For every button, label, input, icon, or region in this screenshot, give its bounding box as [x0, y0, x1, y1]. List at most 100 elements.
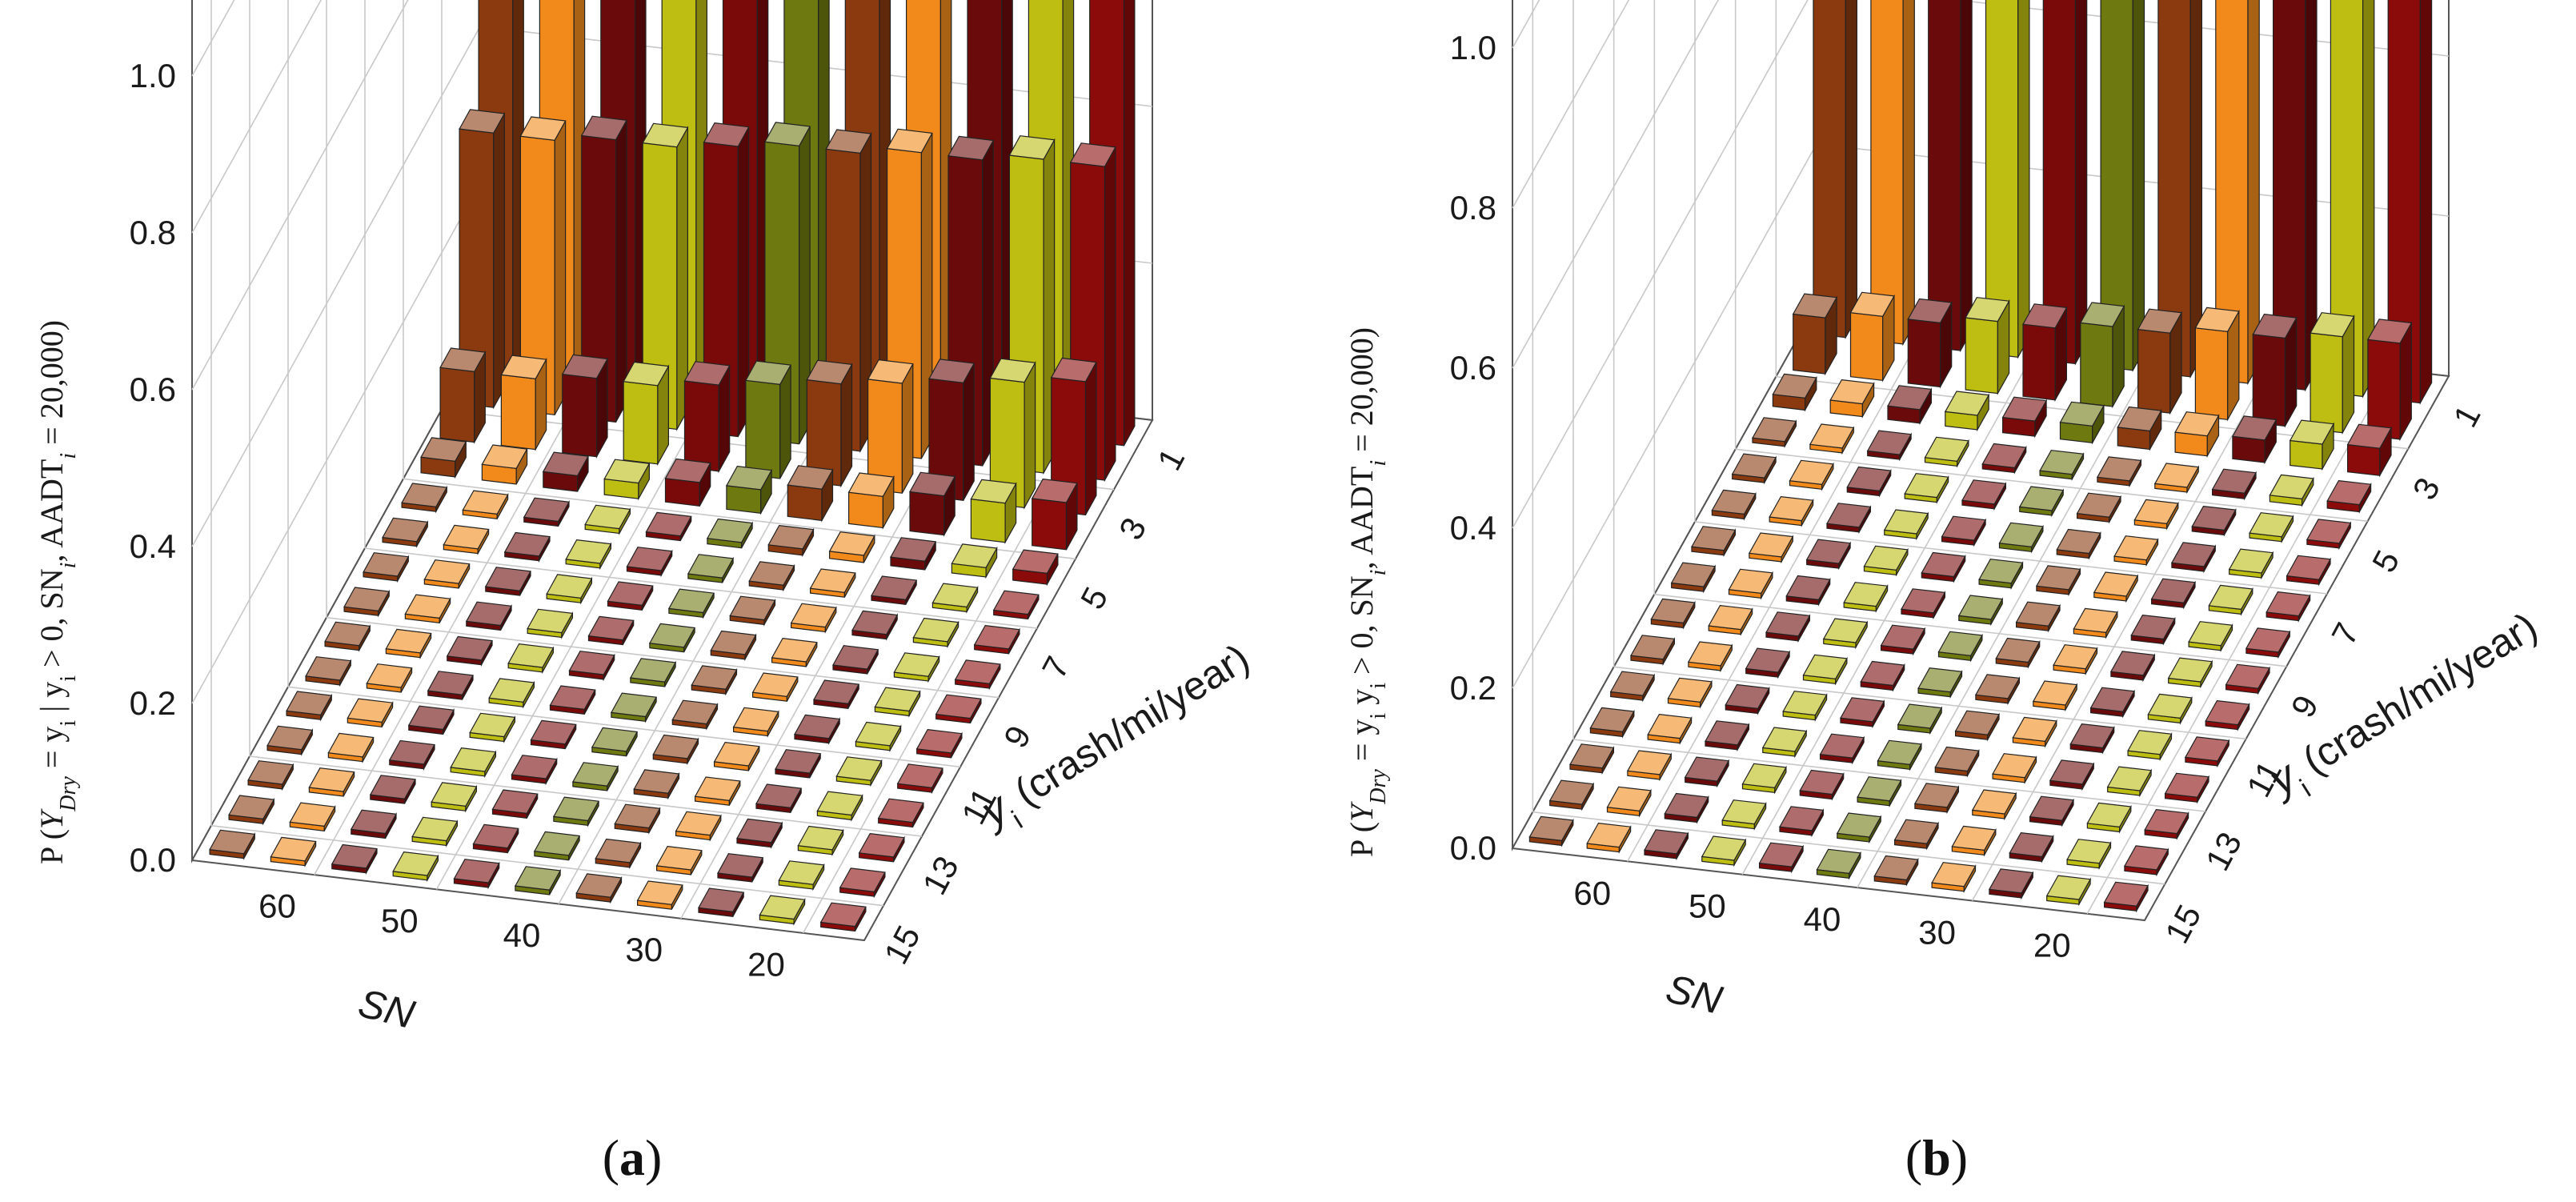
bar-top — [431, 782, 478, 807]
bar-top — [1606, 786, 1652, 811]
bar — [2147, 693, 2193, 725]
bar-side — [1123, 0, 1136, 447]
bar — [2153, 463, 2200, 495]
bar-top — [1995, 637, 2041, 663]
bar-top — [1667, 677, 1713, 703]
bar-top — [228, 795, 275, 819]
bar-top — [1799, 769, 1845, 795]
bar — [1988, 868, 2034, 900]
bar — [797, 825, 844, 857]
y-tick-label: 0.8 — [130, 214, 176, 251]
bar — [645, 511, 692, 542]
bar — [2089, 687, 2135, 719]
bar-side — [2362, 0, 2375, 399]
bar — [1765, 611, 1811, 643]
bar — [2018, 486, 2065, 518]
bar — [1883, 509, 1929, 541]
bar — [1609, 671, 1656, 703]
bar-top — [523, 497, 570, 523]
bar — [1822, 618, 1869, 650]
bar-top — [1917, 667, 1963, 693]
bar-top — [989, 358, 1036, 383]
bar-top — [893, 652, 940, 677]
bar — [465, 601, 512, 631]
bar-side — [2305, 0, 2318, 392]
bar-top — [1988, 868, 2034, 894]
bar-top — [2018, 486, 2065, 511]
bar-top — [877, 798, 924, 823]
bar-top — [1650, 598, 1696, 624]
bar — [2093, 571, 2139, 603]
bar — [1826, 503, 1872, 535]
bar — [1589, 707, 1635, 739]
bar-top — [481, 444, 528, 470]
bar-top — [1684, 756, 1730, 782]
bar-top — [851, 610, 899, 635]
bar — [2387, 0, 2433, 405]
bar-top — [591, 727, 639, 752]
bar — [1954, 710, 2000, 742]
bar-top — [1012, 549, 1059, 575]
bar-top — [2096, 456, 2142, 482]
bar-top — [732, 707, 779, 732]
bar-top — [1741, 763, 1787, 788]
bar-top — [1829, 379, 1875, 405]
bar-top — [816, 791, 863, 816]
bar — [931, 583, 979, 614]
bar — [1741, 763, 1787, 795]
bar — [809, 568, 856, 598]
bar-front — [562, 373, 598, 458]
bar-top — [2346, 423, 2392, 449]
bar — [2205, 699, 2250, 731]
bar — [623, 361, 670, 467]
bar-top — [2089, 687, 2135, 712]
bar — [571, 762, 619, 791]
bar — [2053, 644, 2098, 676]
bar — [2059, 401, 2105, 445]
bar — [1745, 647, 1791, 679]
bar-side — [2189, 0, 2202, 379]
bar — [431, 782, 478, 813]
bar — [778, 860, 825, 891]
bar-top — [1809, 423, 1855, 449]
bar — [2184, 736, 2230, 768]
bar — [533, 831, 581, 861]
bar-front — [1928, 0, 1961, 351]
bar — [1816, 848, 1861, 880]
bar-top — [1785, 575, 1831, 601]
bar-top — [1944, 391, 1990, 416]
bar-top — [469, 712, 516, 738]
bar — [1931, 862, 1977, 894]
bars — [209, 0, 1136, 932]
bar-top — [698, 887, 745, 913]
bar-top — [1609, 671, 1656, 696]
floor-gridline — [2086, 369, 2392, 915]
bar-top — [385, 628, 432, 654]
bar-top — [2153, 463, 2200, 488]
bar — [420, 437, 467, 479]
bar-top — [542, 451, 589, 477]
bar-top — [2069, 723, 2115, 749]
bar — [2073, 607, 2118, 639]
bar — [305, 656, 352, 687]
bar-top — [931, 583, 979, 608]
bar — [1667, 677, 1713, 709]
bar-top — [2066, 839, 2112, 864]
bar — [847, 472, 895, 530]
y-tick-label: 0.2 — [130, 684, 176, 722]
bar-top — [324, 621, 371, 647]
bar-top — [636, 880, 683, 905]
bar-top — [247, 760, 294, 785]
bar-top — [2249, 512, 2294, 538]
bar-top — [1728, 568, 1773, 594]
bar — [1836, 812, 1882, 844]
bar-front — [970, 498, 1006, 543]
bar-top — [1822, 618, 1869, 643]
bar — [813, 679, 860, 709]
bar — [549, 685, 596, 715]
bar-side — [2074, 0, 2088, 366]
bar — [1860, 660, 1905, 692]
bar — [1761, 727, 1808, 759]
floor-gridline — [364, 547, 1038, 629]
bar-top — [2056, 528, 2101, 555]
